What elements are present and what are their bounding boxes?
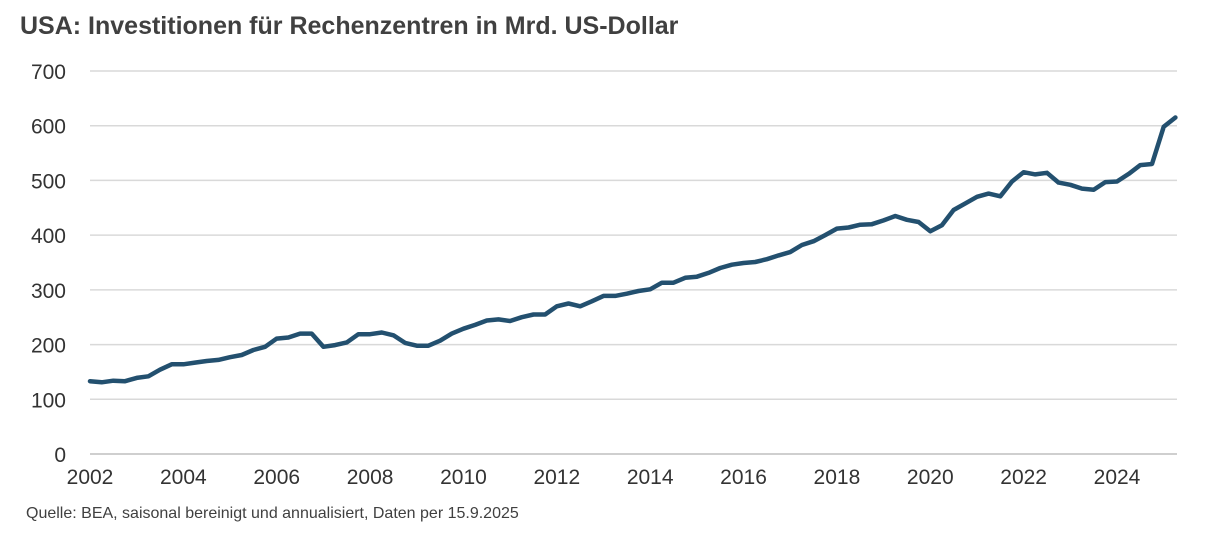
x-tick-label: 2024 <box>1094 466 1141 489</box>
x-tick-label: 2022 <box>1000 466 1047 489</box>
x-tick-label: 2010 <box>440 466 487 489</box>
y-tick-label: 600 <box>31 116 66 139</box>
y-tick-label: 500 <box>31 170 66 193</box>
y-tick-label: 100 <box>31 389 66 412</box>
y-tick-label: 200 <box>31 335 66 358</box>
x-tick-label: 2020 <box>907 466 954 489</box>
source-note: Quelle: BEA, saisonal bereinigt und annu… <box>26 505 519 522</box>
x-tick-label: 2018 <box>814 466 861 489</box>
x-tick-label: 2004 <box>160 466 207 489</box>
y-tick-label: 0 <box>54 444 66 467</box>
x-tick-label: 2014 <box>627 466 674 489</box>
x-tick-label: 2006 <box>253 466 300 489</box>
x-tick-label: 2002 <box>67 466 114 489</box>
x-tick-label: 2008 <box>347 466 394 489</box>
x-tick-label: 2016 <box>720 466 767 489</box>
x-tick-label: 2012 <box>533 466 580 489</box>
y-tick-label: 700 <box>31 61 66 84</box>
y-tick-label: 300 <box>31 280 66 303</box>
y-tick-label: 400 <box>31 225 66 248</box>
chart-title: USA: Investitionen für Rechenzentren in … <box>20 12 679 40</box>
series-line <box>87 115 1178 385</box>
